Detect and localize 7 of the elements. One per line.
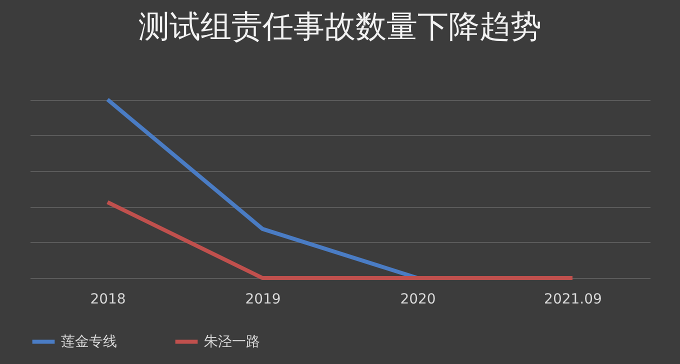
x-tick-label: 2019 [245, 292, 281, 308]
x-tick-label: 2020 [400, 292, 436, 308]
chart-title: 测试组责任事故数量下降趋势 [138, 9, 542, 45]
x-tick-label: 2018 [90, 292, 126, 308]
legend-label: 莲金专线 [61, 334, 117, 350]
legend-label: 朱泾一路 [204, 334, 260, 350]
x-tick-label: 2021.09 [544, 292, 602, 308]
